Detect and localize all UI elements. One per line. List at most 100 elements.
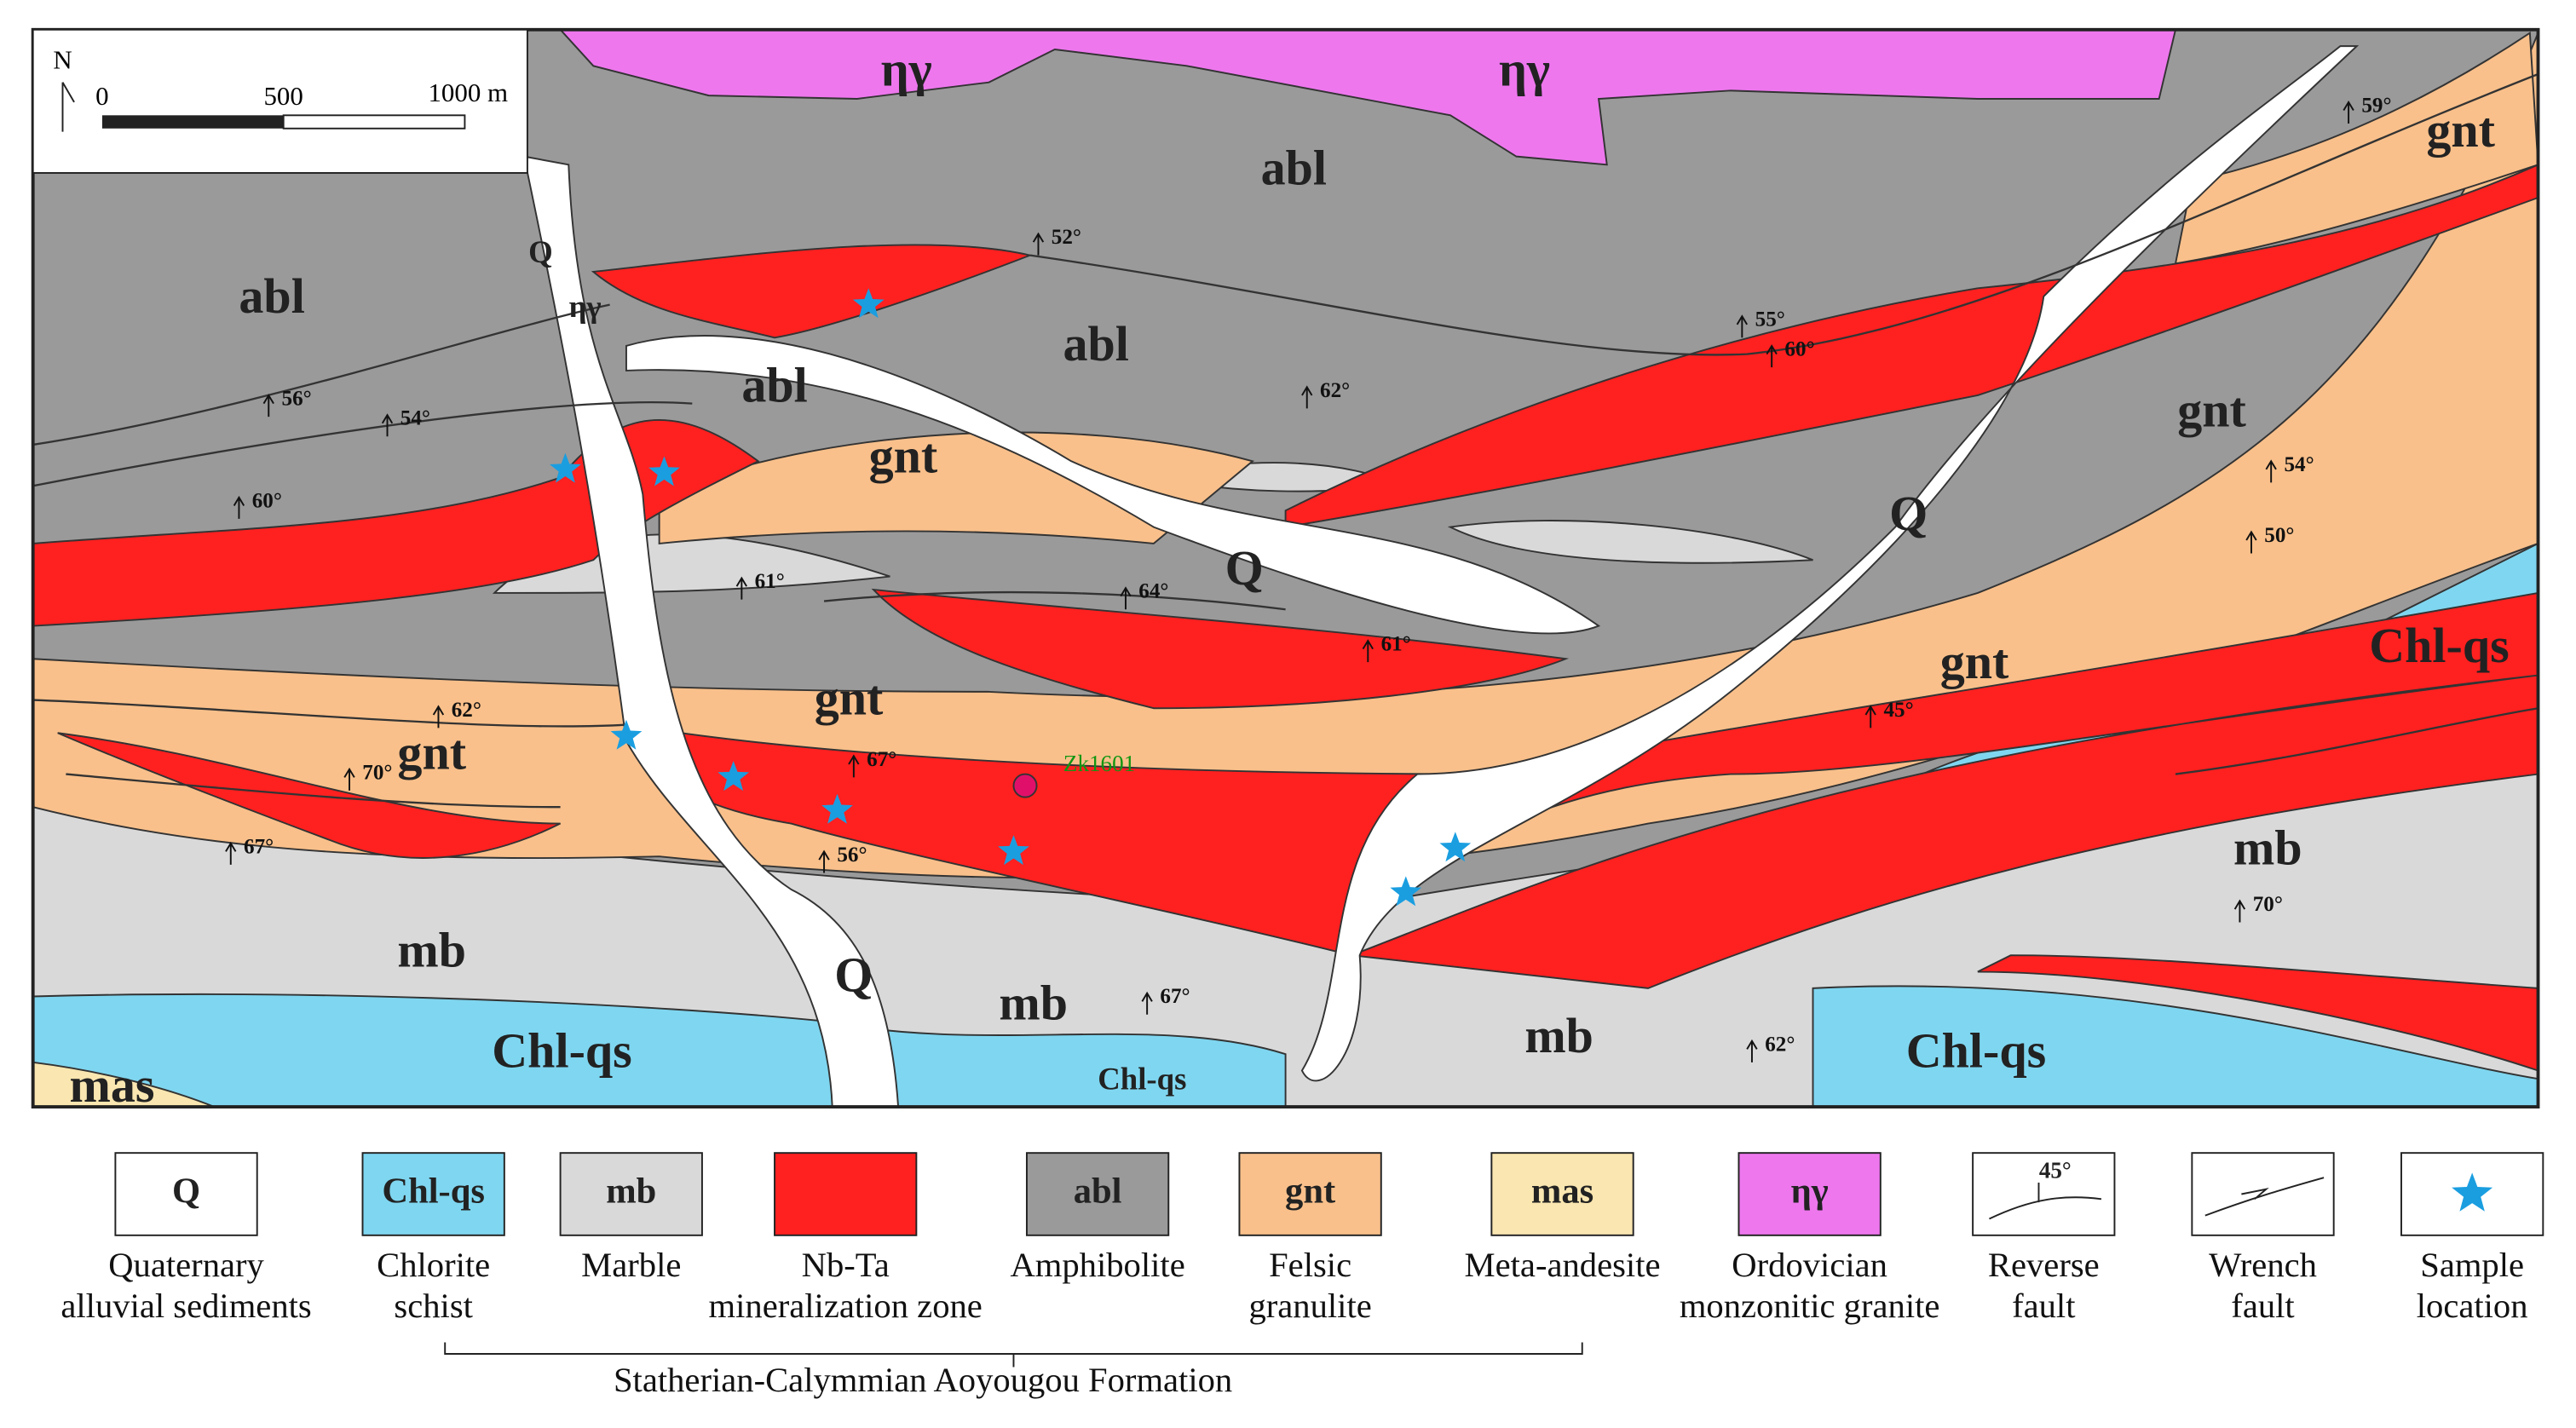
- scale-segment: [282, 114, 466, 130]
- dip-arrow: [381, 413, 394, 437]
- dip-label: 67°: [244, 835, 274, 858]
- dip-label: 60°: [252, 489, 282, 512]
- dip-label: 61°: [755, 570, 785, 593]
- dip-arrow: [432, 705, 445, 728]
- legend-caption: granulite: [1248, 1287, 1371, 1325]
- dip-label: 67°: [867, 748, 896, 771]
- legend-swatch: [774, 1152, 918, 1236]
- drill-hole-label: Zk1601: [1063, 751, 1135, 776]
- legend-caption: schist: [394, 1287, 473, 1325]
- unit-label: Q: [834, 947, 873, 1003]
- map: [31, 27, 2540, 1108]
- dip-label: 60°: [1784, 338, 1814, 361]
- unit-label: ηγ: [1499, 41, 1550, 96]
- dip-arrow: [2343, 100, 2354, 124]
- scale-label: 1000 m: [428, 78, 508, 107]
- north-label: N: [53, 45, 72, 75]
- legend-caption: fault: [2012, 1287, 2076, 1325]
- sample-star: [1390, 876, 1422, 907]
- dip-label: 56°: [837, 844, 867, 867]
- dip-label: 61°: [1381, 633, 1411, 656]
- dip-arrow: [818, 849, 830, 873]
- legend-caption: alluvial sediments: [61, 1287, 311, 1325]
- sample-star: [821, 793, 853, 824]
- unit-label: abl: [741, 357, 807, 412]
- drill-hole: [1012, 773, 1038, 798]
- dip-label: 56°: [282, 388, 312, 411]
- dip-arrow: [1362, 639, 1374, 663]
- unit-label: mas: [70, 1057, 155, 1113]
- unit-label: mb: [2233, 821, 2302, 876]
- unit-label: mb: [999, 975, 1068, 1030]
- legend-caption: Quaternary: [108, 1246, 264, 1284]
- dip-label: 59°: [2361, 94, 2391, 117]
- legend-symbol: gnt: [1285, 1171, 1335, 1211]
- formation-label: Statherian-Calymmian Aoyougou Formation: [614, 1361, 1232, 1399]
- legend-swatch: [1238, 1152, 1382, 1236]
- dip-label: 64°: [1138, 580, 1168, 603]
- formation-bracket: [444, 1342, 1583, 1368]
- unit-label: Q: [1889, 486, 1928, 541]
- sample-star: [998, 835, 1029, 866]
- unit-label: gnt: [2426, 102, 2495, 158]
- legend-swatch: [2191, 1152, 2335, 1236]
- legend-swatch: [1025, 1152, 1170, 1236]
- sample-star: [2452, 1172, 2493, 1212]
- dip-arrow: [1301, 385, 1313, 409]
- dip-arrow: [1141, 991, 1153, 1015]
- dip-label: 62°: [452, 699, 481, 722]
- legend-swatch: [1972, 1152, 2116, 1236]
- unit-label: mb: [1524, 1008, 1593, 1063]
- legend-swatch: [1738, 1152, 1882, 1236]
- scale-label: 0: [95, 81, 108, 111]
- legend-symbol: Q: [172, 1171, 200, 1211]
- sample-star: [717, 761, 750, 792]
- scale-bar: N 0 500 1000 m: [32, 28, 528, 174]
- dip-label: 50°: [2264, 524, 2294, 547]
- legend-swatch: [1490, 1152, 1634, 1236]
- unit-label: Chl-qs: [492, 1022, 631, 1078]
- legend-swatch: [114, 1152, 258, 1236]
- legend-caption: Sample: [2420, 1246, 2524, 1284]
- unit-label: abl: [1063, 316, 1128, 371]
- map-frame: [31, 27, 2540, 1108]
- legend-caption: Felsic: [1269, 1246, 1351, 1284]
- dip-arrow: [225, 841, 237, 865]
- legend-caption: Marble: [581, 1246, 681, 1284]
- unit-label: Chl-qs: [1906, 1022, 2046, 1078]
- legend-caption: Nb-Ta: [802, 1246, 890, 1284]
- unit-label: ηγ: [569, 289, 602, 324]
- legend-caption: mineralization zone: [709, 1287, 983, 1325]
- scale-label: 500: [263, 81, 303, 111]
- unit-label: abl: [1261, 140, 1327, 195]
- unit-label: gnt: [815, 671, 884, 726]
- dip-arrow: [848, 754, 860, 778]
- legend-symbol: ηγ: [1791, 1171, 1829, 1211]
- unit-label: gnt: [2177, 382, 2246, 437]
- legend-reverse-fault: [1989, 1182, 2102, 1220]
- dip-arrow: [2265, 459, 2277, 483]
- scale-box: [32, 28, 528, 174]
- dip-label: 55°: [1755, 308, 1785, 331]
- unit-label: mb: [397, 923, 466, 978]
- dip-label: 52°: [1052, 226, 1081, 249]
- unit-label: ηγ: [881, 41, 932, 96]
- dip-arrow: [1746, 1039, 1758, 1062]
- unit-label: Chl-qs: [1098, 1061, 1186, 1096]
- legend-caption: fault: [2231, 1287, 2295, 1325]
- legend-caption: Wrench: [2209, 1246, 2317, 1284]
- legend-swatch: [559, 1152, 703, 1236]
- legend-symbol: 45°: [2039, 1158, 2072, 1183]
- sample-star: [550, 452, 581, 483]
- sample-star: [648, 456, 680, 487]
- sample-star: [610, 719, 643, 750]
- unit-label: Q: [528, 234, 553, 269]
- dip-arrow: [2245, 530, 2257, 554]
- dip-arrow: [343, 767, 355, 791]
- dip-arrow: [262, 394, 274, 417]
- quaternary-sediment: [522, 45, 2360, 1108]
- legend-symbol: mb: [606, 1171, 656, 1211]
- legend-caption: Chlorite: [377, 1246, 490, 1284]
